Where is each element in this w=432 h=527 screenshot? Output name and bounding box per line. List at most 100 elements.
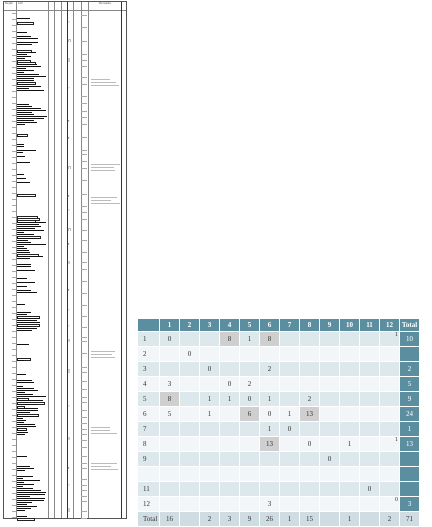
matrix-cell: 1 (379, 436, 400, 452)
matrix-cell (179, 421, 200, 437)
matrix-cell (319, 421, 340, 437)
lithology-bed (17, 240, 28, 241)
matrix-column-header: Total (399, 318, 420, 332)
lithology-bed (17, 344, 29, 345)
depth-tick (12, 229, 16, 230)
lithology-bed (17, 304, 25, 305)
matrix-cell: 0 (259, 406, 280, 422)
matrix-cell (359, 511, 380, 527)
lithology-bed (17, 78, 34, 79)
lithology-bed (17, 396, 46, 397)
lithology-bed (17, 38, 38, 39)
matrix-cell: 0 (379, 496, 400, 512)
matrix-row-total (399, 466, 420, 482)
lithology-bed (17, 482, 24, 483)
sample-mark (81, 511, 87, 512)
lithology-bed (17, 504, 27, 505)
matrix-cell: 2 (299, 391, 320, 407)
lithology-bed (17, 434, 25, 435)
matrix-column-header: 5 (239, 318, 260, 332)
log-symbol: ▫ (68, 207, 70, 212)
lithology-bed (17, 246, 24, 247)
matrix-row-header: 4 (137, 376, 160, 392)
matrix-row-header: 5 (137, 391, 160, 407)
matrix-cell (299, 496, 320, 512)
lithology-bed (17, 314, 27, 315)
matrix-cell: 0 (199, 361, 220, 377)
depth-tick (12, 73, 16, 74)
sample-mark (81, 293, 87, 294)
lithology-bed (17, 270, 35, 271)
lithology-bed (17, 18, 30, 19)
matrix-column-header: 1 (159, 318, 180, 332)
sample-mark (81, 417, 87, 418)
depth-tick (12, 433, 16, 434)
matrix-cell (359, 496, 380, 512)
sample-mark (81, 440, 87, 441)
transition-matrix-table: 1 2 3 4 5 6 7 8 9 10 11 12 Total 1 0 8 1 8 1 10 2 0 3 0 2 2 4 3 0 2 5… (137, 318, 420, 527)
matrix-cell (219, 346, 240, 362)
lithology-bed (17, 66, 41, 67)
sample-mark (81, 479, 87, 480)
depth-tick (12, 289, 16, 290)
sample-mark (81, 154, 87, 155)
lithology-bed (17, 394, 33, 395)
matrix-cell (219, 421, 240, 437)
sample-mark (81, 66, 87, 67)
lithology-bed (17, 114, 34, 115)
matrix-cell (239, 481, 260, 497)
log-symbol: ▫ (68, 19, 70, 24)
sample-mark (81, 111, 87, 112)
lithology-bed (17, 404, 37, 405)
remark-line (91, 433, 117, 434)
sample-mark (81, 27, 87, 28)
matrix-cell (279, 376, 300, 392)
depth-tick (12, 217, 16, 218)
matrix-column-header: 12 (379, 318, 400, 332)
sample-mark (81, 137, 87, 138)
matrix-cell (219, 361, 240, 377)
sample-mark (81, 206, 87, 207)
remark-line (91, 85, 119, 86)
matrix-cell (199, 466, 220, 482)
matrix-cell (339, 331, 360, 347)
matrix-cell (159, 436, 180, 452)
sample-mark (81, 252, 87, 253)
lithology-bed (17, 424, 35, 425)
matrix-cell (159, 346, 180, 362)
log-symbol: ▪ (68, 118, 70, 123)
log-symbol: ▫ (68, 403, 70, 408)
matrix-cell: 1 (199, 391, 220, 407)
log-divider (48, 2, 49, 518)
matrix-cell (379, 406, 400, 422)
log-symbol: ▪ (68, 241, 70, 246)
lithology-bed (17, 360, 24, 361)
lithology-bed (17, 410, 38, 411)
log-symbol: ⊓ (68, 227, 72, 232)
matrix-cell (179, 361, 200, 377)
matrix-row-total (399, 346, 420, 362)
remark-line (91, 469, 118, 470)
matrix-cell: 3 (259, 496, 280, 512)
matrix-cell (379, 346, 400, 362)
lithology-bed (17, 116, 47, 117)
lithology-bed (17, 484, 34, 485)
matrix-header-row: 1 2 3 4 5 6 7 8 9 10 11 12 Total (137, 318, 420, 332)
matrix-cell: 6 (239, 406, 260, 422)
lithology-bed (17, 476, 33, 477)
matrix-cell (279, 436, 300, 452)
lithology-bed (17, 152, 23, 153)
matrix-cell (259, 481, 280, 497)
matrix-row-header: 9 (137, 451, 160, 467)
matrix-cell (199, 331, 220, 347)
lithology-bed (17, 250, 29, 251)
depth-tick (12, 403, 16, 404)
matrix-cell (179, 511, 200, 527)
matrix-cell (299, 331, 320, 347)
matrix-cell: 26 (259, 511, 280, 527)
lithology-bed (17, 124, 25, 125)
matrix-cell (319, 436, 340, 452)
matrix-column-header: 3 (199, 318, 220, 332)
